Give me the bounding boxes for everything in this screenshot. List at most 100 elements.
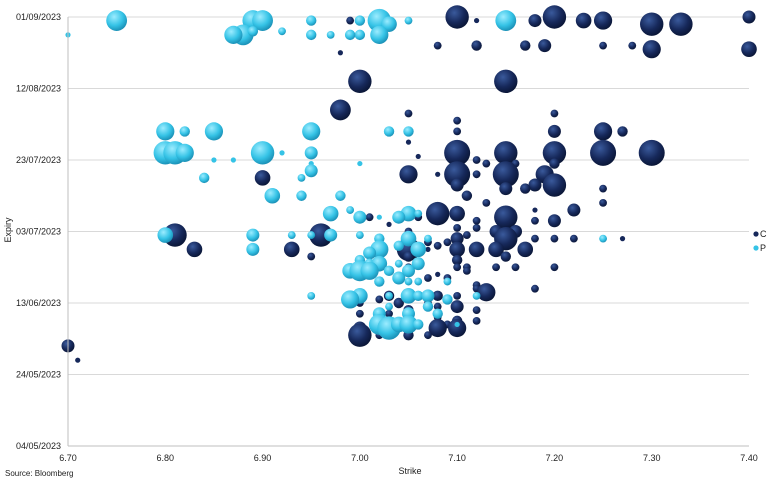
bubble-p xyxy=(393,240,404,251)
bubble-c xyxy=(307,252,316,261)
bubble-p xyxy=(413,290,424,302)
bubble-p xyxy=(106,10,128,31)
bubble-p xyxy=(360,261,379,280)
bubble-c xyxy=(482,199,491,207)
bubble-c xyxy=(628,41,637,50)
bubble-c xyxy=(538,39,552,53)
bubble-c xyxy=(375,295,384,304)
bubble-c xyxy=(433,41,442,50)
y-tick-label: 12/08/2023 xyxy=(16,84,61,94)
bubble-c xyxy=(499,182,513,196)
bubble-p xyxy=(341,290,360,309)
bubble-c xyxy=(477,283,496,302)
bubble-c xyxy=(547,124,561,138)
bubble-c xyxy=(365,213,374,222)
y-tick-label: 03/07/2023 xyxy=(16,227,61,237)
bubble-p xyxy=(247,26,259,37)
bubble-p xyxy=(402,264,415,278)
bubble-c xyxy=(593,122,613,141)
bubble-c xyxy=(472,224,481,232)
bubble-c xyxy=(669,12,693,36)
bubble-p xyxy=(306,15,317,26)
bubble-c xyxy=(542,5,567,29)
bubble-p xyxy=(279,150,285,156)
bubble-c xyxy=(547,214,561,228)
bubble-c xyxy=(424,274,432,282)
bubble-c xyxy=(283,241,300,258)
bubble-c xyxy=(404,109,413,118)
bubble-p xyxy=(414,277,423,286)
bubble-c xyxy=(346,16,355,25)
bubble-c xyxy=(405,139,412,145)
bubble-c xyxy=(386,221,392,227)
bubble-p xyxy=(211,157,217,163)
bubble-c xyxy=(337,50,343,56)
x-tick-label: 6.90 xyxy=(254,453,272,463)
bubble-p xyxy=(392,210,406,224)
bubble-c xyxy=(500,251,511,262)
bubble-c xyxy=(488,241,504,258)
bubble-c xyxy=(511,263,520,272)
bubble-p xyxy=(278,27,286,36)
bubble-c xyxy=(348,69,372,94)
bubble-c xyxy=(450,300,464,314)
bubble-c xyxy=(75,357,81,363)
bubble-p xyxy=(400,230,417,247)
bubble-c xyxy=(453,127,462,136)
bubble-p xyxy=(304,164,318,178)
bubble-p xyxy=(306,29,317,41)
bubble-p xyxy=(287,231,296,239)
bubble-p xyxy=(422,301,434,312)
bubble-p xyxy=(495,10,517,31)
bubble-p xyxy=(335,190,346,201)
bubble-c xyxy=(472,316,481,325)
x-tick-label: 7.40 xyxy=(740,453,758,463)
bubble-c xyxy=(424,331,432,340)
bubble-c xyxy=(638,139,665,166)
bubble-p xyxy=(307,231,316,239)
bubble-p xyxy=(157,227,174,243)
bubble-c xyxy=(403,251,414,262)
bubble-c xyxy=(428,318,447,338)
bubble-c xyxy=(520,183,531,194)
bubble-c xyxy=(450,178,464,192)
x-tick-label: 7.00 xyxy=(351,453,369,463)
bubble-c xyxy=(528,178,542,192)
legend: CP xyxy=(753,229,767,253)
bubble-c xyxy=(186,241,203,258)
bubble-p xyxy=(383,126,395,137)
bubble-c xyxy=(593,11,613,30)
bubble-p xyxy=(400,288,417,304)
bubble-c xyxy=(435,271,441,277)
bubble-p xyxy=(354,15,366,26)
bubble-p xyxy=(424,234,432,243)
bubble-p xyxy=(442,294,453,305)
bubble-p xyxy=(411,257,425,271)
bubble-c xyxy=(415,153,421,160)
bubble-p xyxy=(175,143,194,162)
bubble-p xyxy=(472,291,481,300)
bubble-c xyxy=(542,173,567,197)
bubble-c xyxy=(472,216,481,225)
bubble-p xyxy=(353,210,367,224)
bubble-c xyxy=(482,159,491,168)
bubble-p xyxy=(357,160,363,167)
y-tick-label: 04/05/2023 xyxy=(16,441,61,451)
bubble-c xyxy=(385,309,393,318)
bubble-p xyxy=(246,242,260,256)
bubble-p xyxy=(421,289,435,303)
bubble-c xyxy=(443,238,452,247)
bubble-c xyxy=(472,306,481,315)
bubble-c xyxy=(567,203,581,217)
bubble-c xyxy=(569,234,578,243)
bubble-c xyxy=(453,224,462,232)
bubble-c xyxy=(531,284,539,293)
bubble-p xyxy=(296,190,307,201)
bubble-c xyxy=(450,232,464,246)
bubble-c xyxy=(399,165,418,184)
bubble-p xyxy=(354,29,366,41)
bubble-p xyxy=(370,25,389,44)
bubble-p xyxy=(307,291,316,300)
